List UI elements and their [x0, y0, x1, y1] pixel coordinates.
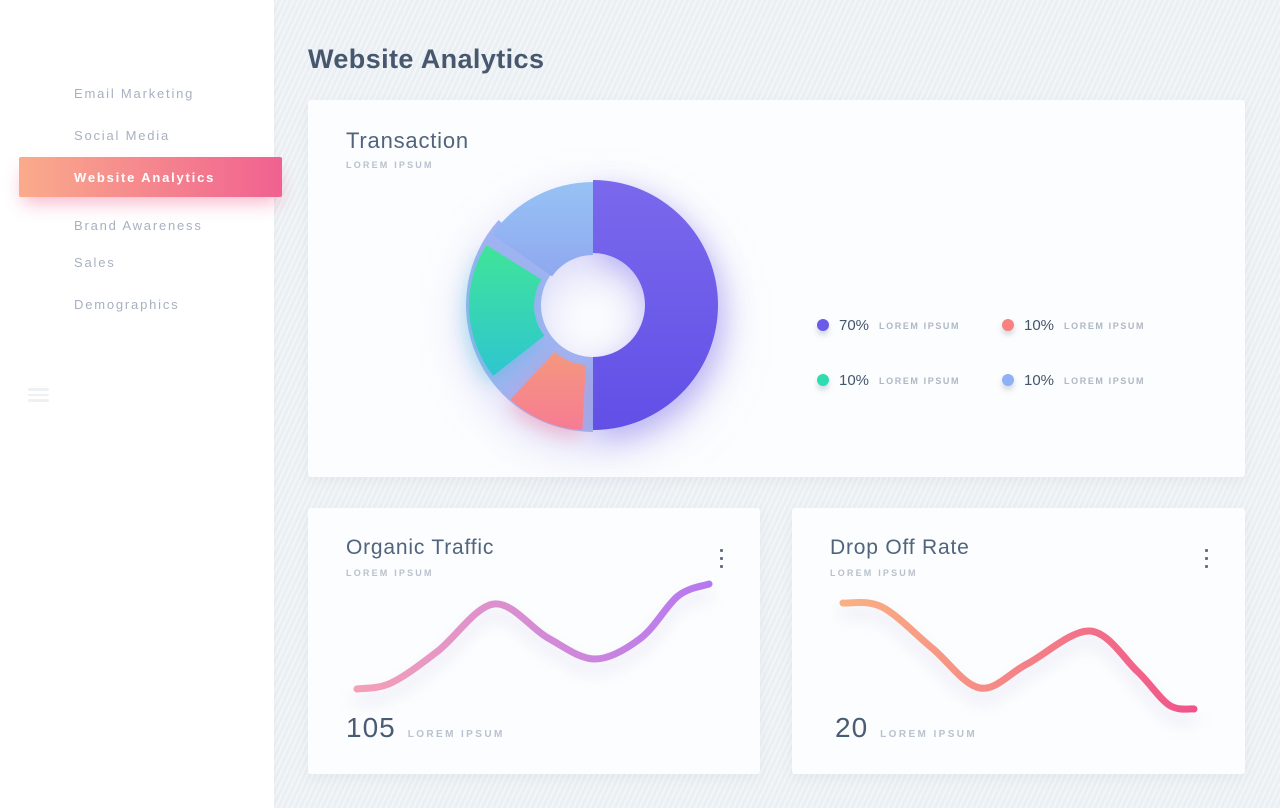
sidebar-item-brand-awareness[interactable]: Brand Awareness — [74, 218, 203, 233]
drop-off-rate-subtitle: LOREM IPSUM — [830, 568, 918, 578]
sidebar: Email Marketing Social Media Website Ana… — [0, 0, 282, 808]
transaction-card-subtitle: LOREM IPSUM — [346, 160, 434, 170]
legend-label: LOREM IPSUM — [1064, 321, 1146, 331]
sidebar-item-email-marketing[interactable]: Email Marketing — [74, 86, 195, 101]
sidebar-item-website-analytics[interactable]: Website Analytics — [19, 157, 282, 197]
legend-value: 10% — [1024, 371, 1055, 389]
legend-value: 10% — [1024, 316, 1055, 334]
transaction-donut-chart — [466, 180, 718, 432]
legend-value: 70% — [839, 316, 870, 334]
sidebar-item-demographics[interactable]: Demographics — [74, 297, 180, 312]
legend-item: 10% LOREM IPSUM — [1002, 314, 1187, 336]
organic-traffic-title: Organic Traffic — [346, 536, 495, 559]
donut-legend: 70% LOREM IPSUM 10% LOREM IPSUM 10% LORE… — [817, 314, 1187, 391]
legend-item: 10% LOREM IPSUM — [1002, 369, 1187, 391]
transaction-card-title: Transaction — [346, 128, 469, 153]
legend-label: LOREM IPSUM — [879, 321, 961, 331]
kebab-menu-icon[interactable] — [717, 546, 726, 571]
organic-traffic-metric: 105 LOREM IPSUM — [346, 712, 505, 744]
drop-off-rate-metric: 20 LOREM IPSUM — [835, 712, 977, 744]
hamburger-menu-icon[interactable] — [28, 388, 49, 405]
transaction-card: Transaction LOREM IPSUM 70% LOREM IPSUM … — [308, 100, 1245, 477]
legend-value: 10% — [839, 371, 870, 389]
legend-dot-salmon-icon — [1002, 319, 1014, 331]
sidebar-active-label: Website Analytics — [74, 169, 216, 185]
page-title: Website Analytics — [308, 44, 545, 74]
legend-label: LOREM IPSUM — [879, 376, 961, 386]
sidebar-item-sales[interactable]: Sales — [74, 255, 116, 270]
metric-label: LOREM IPSUM — [880, 729, 978, 740]
legend-dot-teal-icon — [817, 374, 829, 386]
drop-off-rate-title: Drop Off Rate — [830, 536, 970, 559]
metric-value: 20 — [835, 712, 869, 743]
organic-traffic-subtitle: LOREM IPSUM — [346, 568, 434, 578]
organic-traffic-card: Organic Traffic LOREM IPSUM 105 LOREM IP… — [308, 508, 760, 774]
legend-item: 10% LOREM IPSUM — [817, 369, 1002, 391]
organic-traffic-line-chart — [353, 580, 713, 693]
legend-item: 70% LOREM IPSUM — [817, 314, 1002, 336]
metric-value: 105 — [346, 712, 396, 743]
drop-off-rate-card: Drop Off Rate LOREM IPSUM 20 LOREM IPSUM — [792, 508, 1245, 774]
sidebar-item-social-media[interactable]: Social Media — [74, 128, 171, 143]
kebab-menu-icon[interactable] — [1202, 546, 1211, 571]
legend-dot-blue-icon — [1002, 374, 1014, 386]
drop-off-rate-line-chart — [839, 598, 1198, 713]
legend-label: LOREM IPSUM — [1064, 376, 1146, 386]
metric-label: LOREM IPSUM — [407, 729, 505, 740]
legend-dot-purple-icon — [817, 319, 829, 331]
